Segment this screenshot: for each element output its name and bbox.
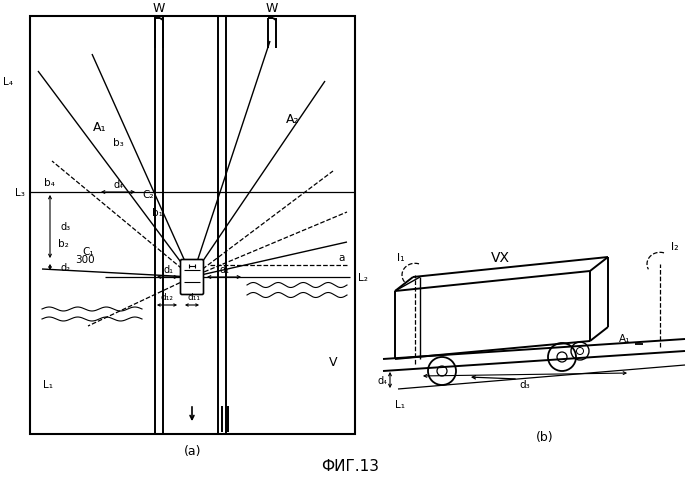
FancyBboxPatch shape xyxy=(181,260,204,295)
Text: L₄: L₄ xyxy=(3,77,13,87)
Text: b₂: b₂ xyxy=(57,239,69,248)
Text: b₃: b₃ xyxy=(113,138,123,148)
Text: C₁: C₁ xyxy=(82,246,94,257)
Text: d₄: d₄ xyxy=(377,375,387,385)
Text: V: V xyxy=(329,356,337,369)
Text: a: a xyxy=(339,252,345,263)
Text: d₁: d₁ xyxy=(219,264,229,274)
Text: b₄: b₄ xyxy=(44,178,55,187)
Text: l₁: l₁ xyxy=(397,252,405,263)
Text: d₄: d₄ xyxy=(113,180,123,190)
Text: L₃: L₃ xyxy=(15,187,25,198)
Text: L₂: L₂ xyxy=(358,272,368,283)
Text: d₁₂: d₁₂ xyxy=(160,293,174,302)
Text: b₁: b₁ xyxy=(152,207,163,218)
Text: A₂: A₂ xyxy=(286,113,300,126)
Text: d₁₁: d₁₁ xyxy=(188,293,200,302)
Text: L₁: L₁ xyxy=(395,399,405,409)
Text: ФИГ.13: ФИГ.13 xyxy=(321,459,379,473)
Text: d₃: d₃ xyxy=(60,222,70,232)
Text: C₂: C₂ xyxy=(142,190,153,200)
Text: (a): (a) xyxy=(184,445,202,458)
Text: A₁: A₁ xyxy=(620,333,631,343)
Text: d₂: d₂ xyxy=(60,263,70,272)
Text: VX: VX xyxy=(491,250,510,264)
Text: W: W xyxy=(266,2,278,16)
Text: d₃: d₃ xyxy=(519,379,531,389)
Text: L₁: L₁ xyxy=(43,379,53,389)
Text: d₁: d₁ xyxy=(163,264,173,274)
Text: l₂: l₂ xyxy=(671,242,679,251)
Text: 300: 300 xyxy=(75,254,94,264)
Text: A₁: A₁ xyxy=(93,121,107,134)
Text: (b): (b) xyxy=(536,430,554,444)
Bar xyxy=(30,17,355,434)
Text: W: W xyxy=(153,2,165,16)
